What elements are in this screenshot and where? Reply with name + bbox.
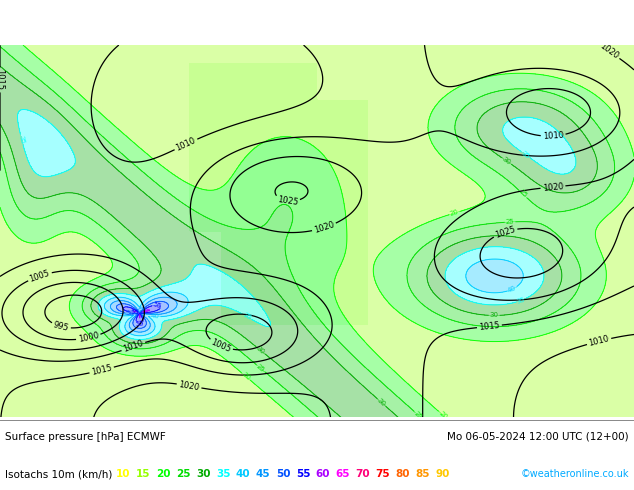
Text: 995: 995 bbox=[52, 320, 70, 333]
Text: 25: 25 bbox=[413, 410, 424, 420]
Text: 1020: 1020 bbox=[313, 220, 335, 235]
Text: 1010: 1010 bbox=[174, 136, 197, 153]
Text: 65: 65 bbox=[336, 469, 350, 479]
Text: 35: 35 bbox=[516, 296, 526, 305]
Text: Isotachs 10m (km/h): Isotachs 10m (km/h) bbox=[5, 469, 112, 479]
Text: 35: 35 bbox=[242, 312, 252, 321]
Text: 40: 40 bbox=[236, 469, 250, 479]
Text: 75: 75 bbox=[375, 469, 391, 479]
Text: Mo 06-05-2024 12:00 UTC (12+00): Mo 06-05-2024 12:00 UTC (12+00) bbox=[448, 432, 629, 442]
Text: 25: 25 bbox=[505, 219, 515, 225]
Text: 25: 25 bbox=[256, 363, 266, 373]
Text: 20: 20 bbox=[437, 410, 448, 420]
Text: 30: 30 bbox=[501, 156, 512, 166]
Text: 35: 35 bbox=[18, 135, 26, 145]
Text: 1005: 1005 bbox=[29, 269, 51, 284]
Text: Surface pressure [hPa] ECMWF: Surface pressure [hPa] ECMWF bbox=[5, 432, 166, 442]
Text: 40: 40 bbox=[507, 285, 517, 294]
Text: 1010: 1010 bbox=[543, 131, 564, 141]
Text: 20: 20 bbox=[240, 371, 251, 382]
Text: 1015: 1015 bbox=[479, 321, 500, 332]
Text: 55: 55 bbox=[135, 321, 145, 327]
Text: 80: 80 bbox=[396, 469, 410, 479]
Text: 1020: 1020 bbox=[542, 182, 564, 193]
Text: 1025: 1025 bbox=[276, 195, 299, 207]
Text: 30: 30 bbox=[376, 397, 387, 408]
Text: 60: 60 bbox=[316, 469, 330, 479]
Text: 55: 55 bbox=[152, 301, 162, 309]
Text: 1000: 1000 bbox=[77, 331, 100, 344]
Text: 70: 70 bbox=[356, 469, 370, 479]
Text: 50: 50 bbox=[126, 310, 135, 317]
Text: 55: 55 bbox=[295, 469, 310, 479]
Text: 10: 10 bbox=[116, 469, 131, 479]
Text: 45: 45 bbox=[256, 469, 271, 479]
Text: 15: 15 bbox=[136, 469, 150, 479]
Text: 45: 45 bbox=[136, 304, 146, 315]
Text: 1005: 1005 bbox=[209, 338, 232, 354]
Text: 20: 20 bbox=[450, 209, 460, 217]
Text: ©weatheronline.co.uk: ©weatheronline.co.uk bbox=[521, 469, 629, 479]
Text: 50: 50 bbox=[276, 469, 290, 479]
Text: 90: 90 bbox=[436, 469, 450, 479]
Text: 1015: 1015 bbox=[0, 70, 4, 91]
Text: 1020: 1020 bbox=[598, 42, 620, 61]
Text: 25: 25 bbox=[517, 189, 528, 199]
Text: 30: 30 bbox=[255, 345, 266, 355]
Text: 25: 25 bbox=[176, 469, 190, 479]
Text: 30: 30 bbox=[196, 469, 210, 479]
Text: 1010: 1010 bbox=[588, 334, 611, 348]
Text: 20: 20 bbox=[156, 469, 171, 479]
Text: 30: 30 bbox=[489, 313, 499, 318]
Text: 1025: 1025 bbox=[494, 224, 517, 240]
Text: 40: 40 bbox=[150, 314, 160, 320]
Text: 1015: 1015 bbox=[91, 364, 113, 377]
Text: 55: 55 bbox=[131, 310, 139, 316]
Text: 35: 35 bbox=[216, 469, 230, 479]
Text: 85: 85 bbox=[416, 469, 430, 479]
Text: 35: 35 bbox=[521, 149, 531, 160]
Text: 1020: 1020 bbox=[178, 380, 200, 392]
Text: 1010: 1010 bbox=[122, 339, 145, 354]
